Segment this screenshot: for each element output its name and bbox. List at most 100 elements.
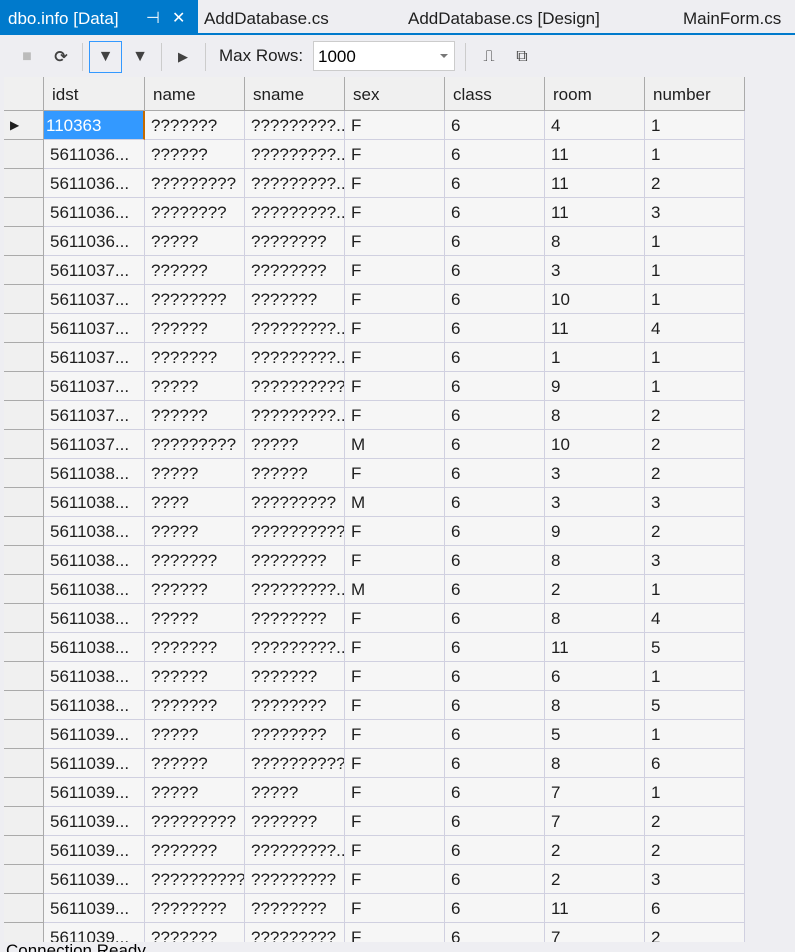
cell-class[interactable]: 6 [445,546,545,575]
cell-sname[interactable]: ?????????... [245,401,345,430]
cell-class[interactable]: 6 [445,314,545,343]
cell-sname[interactable]: ?????????... [245,343,345,372]
data-grid[interactable]: idst name sname sex class room number ▶ 110363??… [4,77,745,952]
cell-name[interactable]: ??????? [145,111,245,140]
cell-room[interactable]: 2 [545,575,645,604]
cell-sex[interactable]: F [345,227,445,256]
row-selector[interactable] [4,517,44,546]
cell-number[interactable]: 1 [645,256,745,285]
cell-class[interactable]: 6 [445,169,545,198]
script-icon[interactable]: ⎍ [483,48,495,65]
cell-number[interactable]: 1 [645,720,745,749]
cell-class[interactable]: 6 [445,343,545,372]
table-row[interactable]: 5611038...????????????? F 6 6 1 [4,662,745,691]
table-row[interactable]: 5611038...??????????????? F 6 8 3 [4,546,745,575]
cell-idst[interactable]: 5611039... [44,865,145,894]
cell-class[interactable]: 6 [445,372,545,401]
cell-name[interactable]: ????? [145,604,245,633]
filter-clear-icon[interactable]: ▼ [89,41,122,73]
cell-class[interactable]: 6 [445,140,545,169]
cell-room[interactable]: 3 [545,488,645,517]
cell-sname[interactable]: ?????????... [245,198,345,227]
cell-idst[interactable]: 5611037... [44,285,145,314]
cell-idst[interactable]: 5611037... [44,430,145,459]
cell-class[interactable]: 6 [445,517,545,546]
cell-name[interactable]: ?????? [145,401,245,430]
row-selector[interactable] [4,836,44,865]
column-header-sex[interactable]: sex [345,77,445,111]
cell-name[interactable]: ??????? [145,633,245,662]
cell-sex[interactable]: F [345,111,445,140]
cell-sex[interactable]: M [345,430,445,459]
cell-room[interactable]: 11 [545,198,645,227]
execute-icon[interactable]: ▶ [178,49,188,64]
row-selector[interactable] [4,285,44,314]
cell-sex[interactable]: F [345,633,445,662]
cell-idst[interactable]: 5611037... [44,343,145,372]
cell-name[interactable]: ????? [145,517,245,546]
row-selector[interactable] [4,256,44,285]
cell-sname[interactable]: ?????????... [245,836,345,865]
table-row[interactable]: 5611039...?????????? F 6 7 1 [4,778,745,807]
cell-room[interactable]: 8 [545,546,645,575]
table-row[interactable]: 5611039...???????????????? F 6 8 6 [4,749,745,778]
cell-room[interactable]: 8 [545,604,645,633]
row-selector[interactable] [4,372,44,401]
cell-idst[interactable]: 5611038... [44,662,145,691]
filter-icon[interactable]: ▼ [132,48,148,65]
cell-number[interactable]: 3 [645,546,745,575]
table-row[interactable]: 5611037...???????????????... F 6 11 4 [4,314,745,343]
cell-room[interactable]: 3 [545,256,645,285]
cell-number[interactable]: 1 [645,140,745,169]
table-row[interactable]: 5611036...??????????????????... F 6 11 2 [4,169,745,198]
cell-class[interactable]: 6 [445,633,545,662]
cell-class[interactable]: 6 [445,720,545,749]
cell-sex[interactable]: F [345,546,445,575]
cell-room[interactable]: 10 [545,430,645,459]
cell-class[interactable]: 6 [445,662,545,691]
tab-mainform-cs[interactable]: MainForm.cs [683,9,782,28]
cell-idst[interactable]: 5611038... [44,488,145,517]
row-selector[interactable] [4,633,44,662]
cell-sname[interactable]: ?????????... [245,633,345,662]
cell-room[interactable]: 8 [545,749,645,778]
table-row[interactable]: 5611038...????????????? M 6 3 3 [4,488,745,517]
cell-sname[interactable]: ???????? [245,546,345,575]
cell-class[interactable]: 6 [445,256,545,285]
cell-name[interactable]: ?????????? [145,865,245,894]
column-header-idst[interactable]: idst [44,77,145,111]
cell-room[interactable]: 5 [545,720,645,749]
cell-sname[interactable]: ??????? [245,662,345,691]
cell-idst[interactable]: 5611037... [44,314,145,343]
cell-sname[interactable]: ???????? [245,720,345,749]
cell-number[interactable]: 2 [645,836,745,865]
cell-sex[interactable]: F [345,256,445,285]
cell-room[interactable]: 10 [545,285,645,314]
cell-name[interactable]: ?????? [145,662,245,691]
refresh-icon[interactable]: ⟳ [54,49,68,66]
cell-name[interactable]: ????? [145,372,245,401]
cell-class[interactable]: 6 [445,749,545,778]
cell-class[interactable]: 6 [445,865,545,894]
row-selector[interactable] [4,691,44,720]
cell-sname[interactable]: ???????? [245,604,345,633]
cell-room[interactable]: 7 [545,807,645,836]
table-row[interactable]: 5611037...??????????????? F 6 10 1 [4,285,745,314]
table-row[interactable]: 5611039...???????????????? F 6 7 2 [4,807,745,836]
cell-name[interactable]: ????? [145,720,245,749]
cell-name[interactable]: ???????? [145,285,245,314]
cell-class[interactable]: 6 [445,836,545,865]
table-row[interactable]: 5611038...??????????????? F 6 8 5 [4,691,745,720]
cell-number[interactable]: 1 [645,372,745,401]
cell-sex[interactable]: F [345,836,445,865]
cell-name[interactable]: ????????? [145,807,245,836]
row-selector[interactable] [4,169,44,198]
close-icon[interactable]: ✕ [172,10,186,27]
table-row[interactable]: 5611037...?????????????? M 6 10 2 [4,430,745,459]
cell-sname[interactable]: ?????????? [245,372,345,401]
cell-sname[interactable]: ???????? [245,894,345,923]
cell-sex[interactable]: F [345,691,445,720]
cell-idst[interactable]: 5611036... [44,227,145,256]
row-selector[interactable] [4,459,44,488]
cell-sex[interactable]: F [345,169,445,198]
